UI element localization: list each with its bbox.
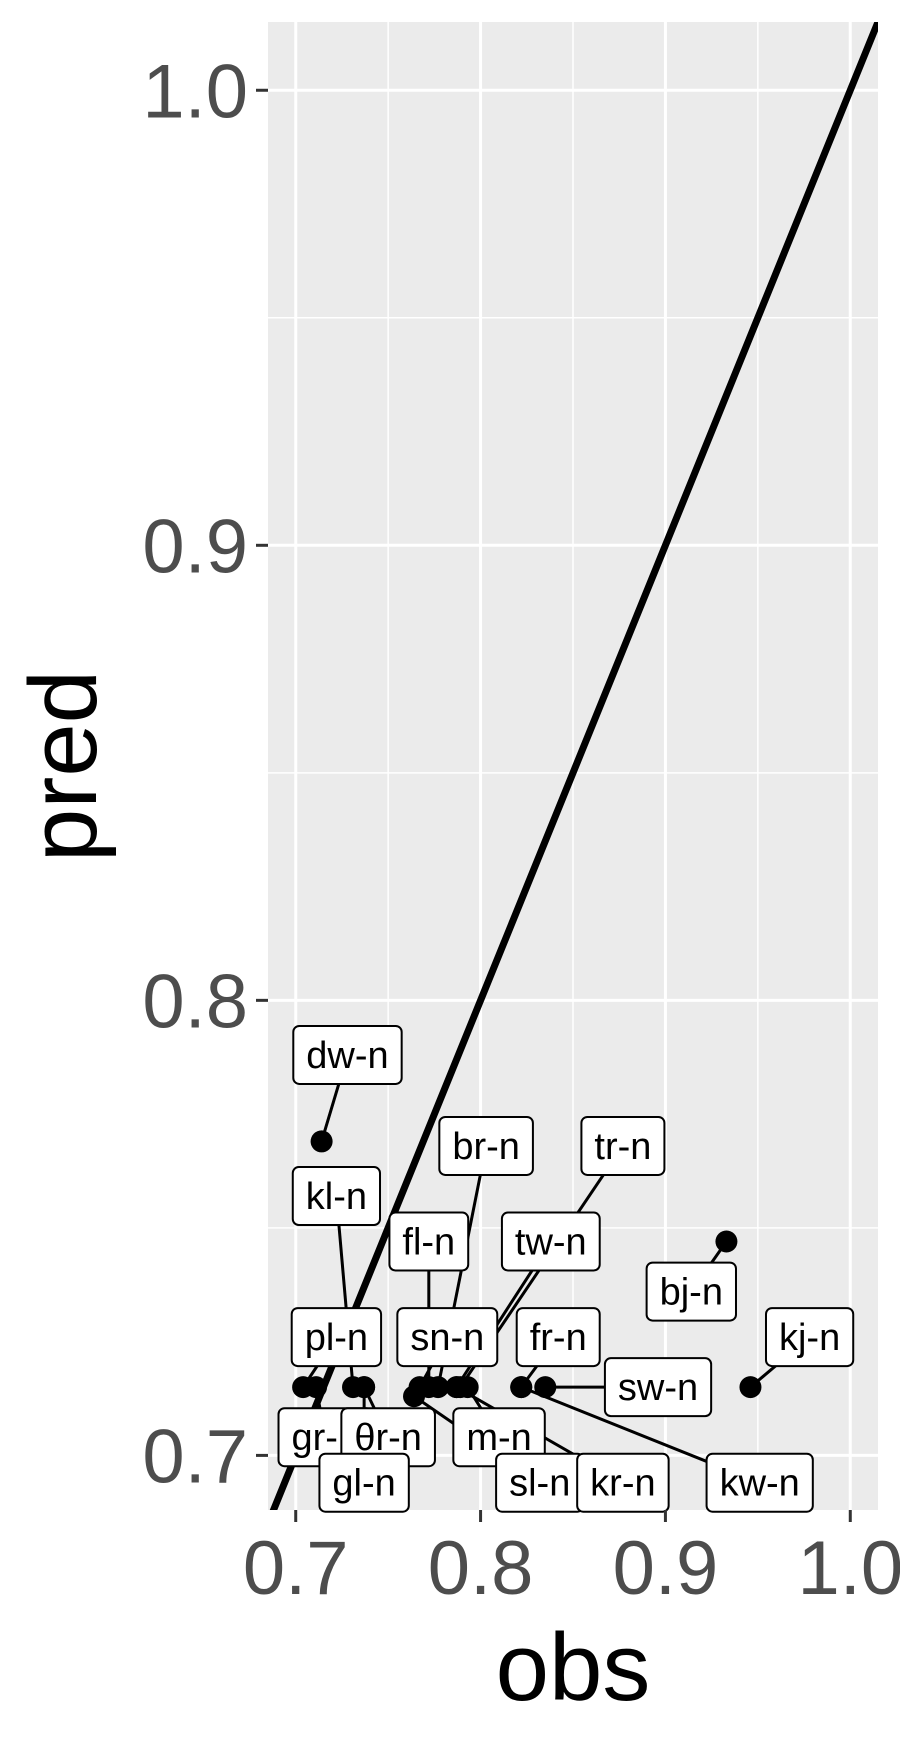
point-label: tw-n <box>500 1211 601 1272</box>
point-label-text: sw-n <box>618 1367 698 1409</box>
point-label-box <box>291 1166 382 1227</box>
point-label-text: m-n <box>466 1417 531 1459</box>
point-label: sn-n <box>396 1307 499 1368</box>
point-label: sw-n <box>603 1357 713 1418</box>
point-label-text: gl-n <box>332 1463 395 1505</box>
reference-line <box>269 22 878 1510</box>
data-point <box>739 1376 762 1399</box>
plot-content: dw-n br-n tr-n kl-n fl-n tw-n bj-n pl-n sn-n fr-n… <box>269 22 878 1513</box>
point-label-box <box>764 1307 855 1368</box>
point-label-text: tw-n <box>515 1222 587 1264</box>
point-label-box <box>292 1024 403 1085</box>
y-tick-label: 0.8 <box>142 959 248 1044</box>
point-label-box <box>438 1115 534 1176</box>
point-label: pl-n <box>290 1307 383 1368</box>
y-axis: 0.7 0.8 0.9 1.0 <box>142 49 268 1499</box>
point-label-text: fl-n <box>402 1222 455 1264</box>
data-point <box>534 1376 557 1399</box>
point-label: gl-n <box>318 1452 410 1513</box>
point-label-box <box>603 1357 713 1418</box>
point-label-box <box>576 1452 670 1513</box>
point-label: θr-n <box>340 1407 436 1468</box>
point-label-text: bj-n <box>660 1272 723 1314</box>
point-label-box <box>705 1452 814 1513</box>
data-point <box>353 1376 376 1399</box>
y-tick-label: 1.0 <box>142 49 248 134</box>
point-label-text: kl-n <box>306 1176 367 1218</box>
point-label-text: kr-n <box>590 1463 655 1505</box>
data-point <box>445 1376 468 1399</box>
y-axis-title: pred <box>10 670 117 862</box>
point-label: dw-n <box>292 1024 403 1085</box>
point-label-text: dw-n <box>306 1035 388 1077</box>
point-label: kw-n <box>705 1452 814 1513</box>
point-label-text: kw-n <box>720 1463 800 1505</box>
point-label-box <box>388 1211 470 1272</box>
y-tick-label: 0.9 <box>142 504 248 589</box>
x-tick-label: 0.8 <box>428 1526 534 1611</box>
point-label: m-n <box>452 1407 546 1468</box>
point-label: fl-n <box>388 1211 470 1272</box>
x-tick-label: 0.7 <box>243 1526 349 1611</box>
data-point <box>715 1230 738 1253</box>
point-label: kl-n <box>291 1166 382 1227</box>
point-label-text: tr-n <box>594 1126 651 1168</box>
data-point <box>310 1130 333 1153</box>
point-label: kj-n <box>764 1307 855 1368</box>
point-label-text: fr-n <box>530 1317 587 1359</box>
point-label: fr-n <box>515 1307 601 1368</box>
point-label-box <box>515 1307 601 1368</box>
x-tick-label: 0.9 <box>613 1526 719 1611</box>
point-label-box <box>500 1211 601 1272</box>
point-label: tr-n <box>580 1115 666 1176</box>
point-label-box <box>396 1307 499 1368</box>
x-axis-title: obs <box>496 1614 651 1721</box>
point-label-text: θr-n <box>354 1417 422 1459</box>
y-tick-label: 0.7 <box>142 1414 248 1499</box>
data-point <box>510 1376 533 1399</box>
point-label: br-n <box>438 1115 534 1176</box>
point-label-box <box>318 1452 410 1513</box>
point-label-text: sn-n <box>410 1317 484 1359</box>
point-label-box <box>290 1307 383 1368</box>
point-label: bj-n <box>645 1261 737 1322</box>
point-label-text: br-n <box>452 1126 520 1168</box>
point-label: sl-n <box>495 1452 585 1513</box>
data-point <box>305 1376 328 1399</box>
point-label-text: kj-n <box>779 1317 840 1359</box>
point-label: kr-n <box>576 1452 670 1513</box>
x-tick-label: 1.0 <box>797 1526 900 1611</box>
point-label-box <box>645 1261 737 1322</box>
point-label-box <box>580 1115 666 1176</box>
x-axis: 0.7 0.8 0.9 1.0 <box>243 1510 900 1611</box>
point-label-text: pl-n <box>305 1317 368 1359</box>
point-label-text: sl-n <box>509 1463 570 1505</box>
data-point <box>403 1385 426 1408</box>
